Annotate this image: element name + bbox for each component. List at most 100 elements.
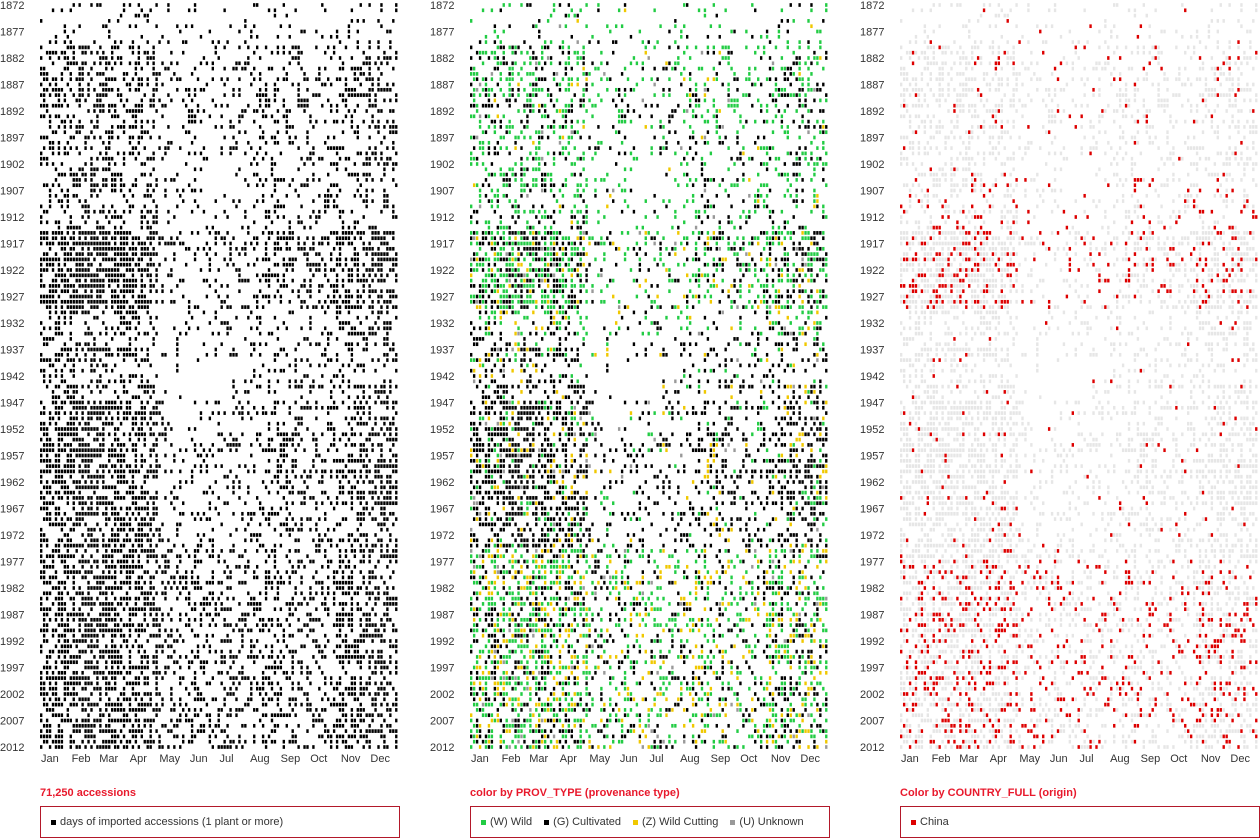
accession-mark bbox=[303, 225, 306, 230]
accession-mark bbox=[116, 268, 120, 272]
accession-mark bbox=[96, 347, 99, 352]
accession-mark bbox=[276, 639, 280, 643]
accession-mark bbox=[282, 496, 286, 500]
accession-mark bbox=[87, 485, 90, 490]
accession-mark bbox=[267, 390, 271, 394]
accession-mark bbox=[347, 225, 351, 230]
accession-mark bbox=[386, 61, 389, 66]
accession-mark bbox=[125, 82, 129, 87]
accession-mark bbox=[161, 416, 164, 421]
accession-mark bbox=[356, 188, 359, 193]
accession-mark bbox=[42, 427, 46, 431]
accession-mark bbox=[119, 215, 123, 219]
accession-mark bbox=[48, 246, 52, 251]
accession-mark bbox=[128, 135, 132, 140]
accession-mark bbox=[161, 649, 164, 654]
accession-mark bbox=[264, 559, 268, 564]
accession-mark bbox=[119, 543, 123, 548]
accession-mark bbox=[279, 464, 283, 468]
accession-mark bbox=[353, 639, 357, 643]
accession-mark bbox=[282, 236, 286, 241]
accession-mark bbox=[276, 289, 280, 294]
accession-mark bbox=[143, 628, 146, 633]
accession-mark bbox=[81, 231, 84, 235]
accession-mark bbox=[383, 517, 386, 521]
accession-mark bbox=[87, 586, 90, 590]
accession-mark bbox=[238, 114, 241, 119]
accession-mark bbox=[125, 199, 129, 203]
accession-mark bbox=[241, 644, 244, 649]
accession-mark bbox=[140, 294, 143, 299]
accession-mark bbox=[282, 284, 286, 288]
accession-mark bbox=[276, 45, 280, 50]
accession-mark bbox=[223, 570, 226, 574]
accession-mark bbox=[362, 262, 365, 267]
accession-mark bbox=[102, 310, 105, 315]
accession-mark bbox=[386, 591, 389, 596]
accession-mark bbox=[54, 236, 58, 241]
accession-mark bbox=[205, 490, 209, 495]
accession-mark bbox=[244, 390, 247, 394]
accession-mark bbox=[321, 564, 324, 569]
accession-mark bbox=[54, 458, 58, 463]
accession-mark bbox=[113, 644, 117, 649]
accession-mark bbox=[226, 474, 229, 479]
accession-mark bbox=[383, 193, 386, 198]
accession-mark bbox=[63, 273, 67, 278]
accession-mark bbox=[264, 252, 268, 256]
accession-mark bbox=[235, 437, 238, 442]
accession-mark bbox=[96, 98, 99, 103]
accession-mark bbox=[164, 586, 167, 590]
accession-mark bbox=[113, 278, 117, 283]
accession-mark bbox=[131, 246, 135, 251]
accession-mark bbox=[96, 294, 99, 299]
accession-mark bbox=[63, 310, 67, 315]
accession-mark bbox=[335, 543, 339, 548]
accession-mark bbox=[386, 193, 389, 198]
accession-mark bbox=[96, 384, 99, 389]
accession-mark bbox=[362, 405, 365, 410]
accession-mark bbox=[327, 496, 330, 500]
accession-mark bbox=[78, 262, 81, 267]
accession-mark bbox=[306, 262, 309, 267]
accession-mark bbox=[196, 586, 200, 590]
accession-mark bbox=[179, 241, 182, 246]
accession-mark bbox=[40, 421, 43, 426]
accession-mark bbox=[87, 246, 90, 251]
accession-mark bbox=[72, 50, 75, 55]
accession-mark bbox=[312, 199, 315, 203]
accession-mark bbox=[128, 538, 132, 543]
accession-mark bbox=[395, 273, 398, 278]
accession-mark bbox=[57, 538, 61, 543]
accession-mark bbox=[199, 612, 203, 617]
accession-mark bbox=[288, 109, 291, 113]
accession-mark bbox=[199, 443, 203, 447]
accession-mark bbox=[84, 522, 87, 527]
accession-mark bbox=[57, 607, 61, 612]
accession-mark bbox=[75, 172, 78, 177]
accession-mark bbox=[113, 464, 117, 468]
accession-mark bbox=[329, 193, 333, 198]
accession-mark bbox=[279, 543, 283, 548]
accession-mark bbox=[229, 241, 232, 246]
accession-mark bbox=[321, 352, 324, 357]
accession-mark bbox=[66, 517, 70, 521]
accession-mark bbox=[54, 628, 58, 633]
accession-mark bbox=[84, 549, 87, 553]
accession-mark bbox=[84, 464, 87, 468]
accession-mark bbox=[297, 45, 300, 50]
accession-mark bbox=[365, 533, 368, 537]
accession-mark bbox=[158, 411, 161, 415]
accession-mark bbox=[356, 496, 359, 500]
accession-mark bbox=[335, 162, 339, 166]
accession-mark bbox=[54, 40, 58, 44]
accession-mark bbox=[119, 40, 123, 44]
accession-mark bbox=[125, 522, 129, 527]
accession-mark bbox=[306, 602, 309, 606]
accession-mark bbox=[99, 580, 102, 585]
accession-mark bbox=[93, 633, 96, 638]
accession-mark bbox=[321, 602, 324, 606]
accession-mark bbox=[223, 437, 226, 442]
accession-mark bbox=[196, 580, 200, 585]
accession-mark bbox=[264, 93, 268, 97]
